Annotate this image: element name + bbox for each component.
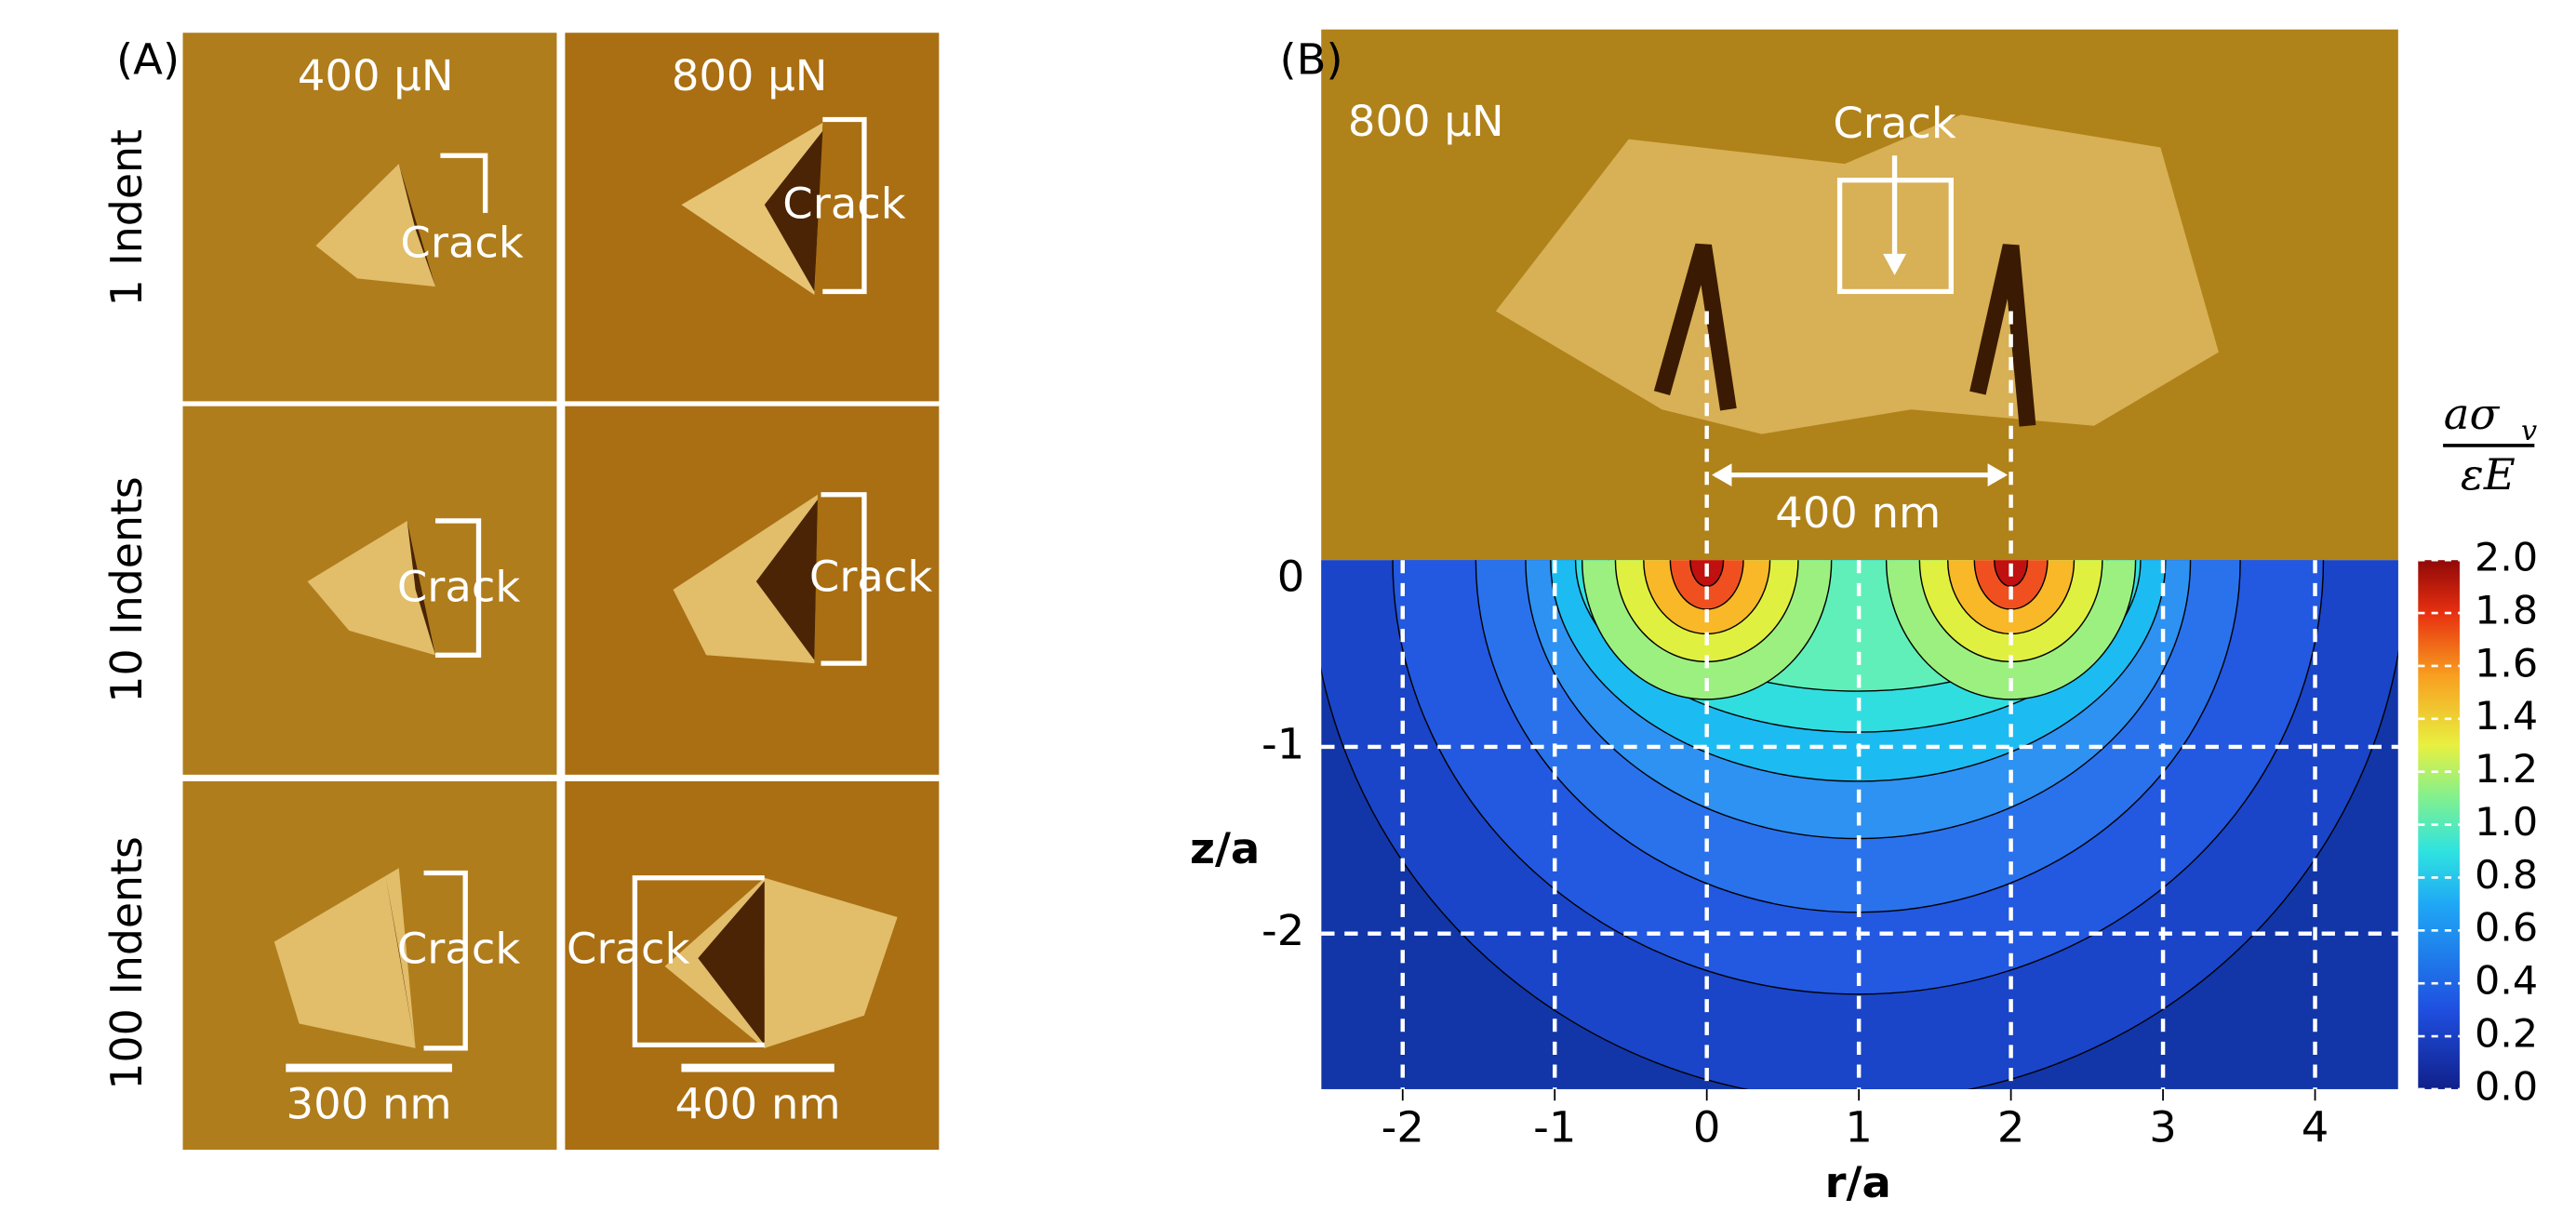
crack-label: Crack [782, 179, 906, 229]
x-tick-label: -1 [1533, 1102, 1576, 1152]
colorbar-tick-label: 0.2 [2475, 1011, 2538, 1058]
colorbar-tick-label: 1.8 [2475, 588, 2538, 634]
force-label: 800 µN [1348, 97, 1504, 147]
crack-label: Crack [397, 562, 521, 612]
column-label: 400 µN [298, 50, 454, 100]
crack-label: Crack [809, 552, 933, 602]
colorbar-tick-label: 1.2 [2475, 746, 2538, 792]
x-axis-label: r/a [1825, 1158, 1891, 1208]
panel-label: (B) [1280, 34, 1343, 85]
x-tick-label: 2 [1997, 1102, 2025, 1152]
figure: (A) (B) 800 µN Crack 400 nm r/a z/a aσ v… [0, 0, 2576, 1212]
colorbar-tick-label: 1.0 [2475, 799, 2538, 846]
row-label: 100 Indents [101, 836, 152, 1089]
colorbar-tick-label: 0.8 [2475, 852, 2538, 899]
crack-label: Crack [397, 924, 521, 974]
colorbar-tick-label: 1.4 [2475, 694, 2538, 740]
column-label: 800 µN [672, 50, 828, 100]
colorbar-denominator: εE [2461, 449, 2516, 499]
crack-label: Crack [400, 218, 524, 268]
row-label: 10 Indents [101, 476, 152, 702]
colorbar-numerator: aσ [2444, 389, 2501, 439]
scale-bar-label: 400 nm [675, 1079, 841, 1129]
colorbar-tick-label: 0.0 [2475, 1064, 2538, 1111]
colorbar-subscript: v [2521, 415, 2537, 447]
colorbar-tick-label: 0.4 [2475, 958, 2538, 1005]
y-tick-label: 0 [1277, 552, 1305, 602]
colorbar-tick-label: 2.0 [2475, 535, 2538, 581]
x-tick-label: 4 [2302, 1102, 2329, 1152]
x-tick-label: 0 [1693, 1102, 1721, 1152]
crack-label: Crack [1833, 98, 1956, 148]
colorbar-tick-label: 1.6 [2475, 641, 2538, 687]
colorbar-tick-label: 0.6 [2475, 905, 2538, 952]
x-tick-label: -2 [1381, 1102, 1424, 1152]
x-tick-label: 1 [1845, 1102, 1873, 1152]
x-tick-label: 3 [2149, 1102, 2177, 1152]
spacing-label: 400 nm [1775, 487, 1941, 538]
crack-label: Crack [567, 924, 690, 974]
y-tick-label: -1 [1261, 719, 1304, 769]
panel-label: (A) [116, 34, 180, 85]
y-axis-label: z/a [1190, 823, 1260, 873]
y-tick-label: -2 [1261, 905, 1304, 955]
scale-bar-label: 300 nm [287, 1079, 452, 1129]
row-label: 1 Indent [101, 129, 152, 306]
